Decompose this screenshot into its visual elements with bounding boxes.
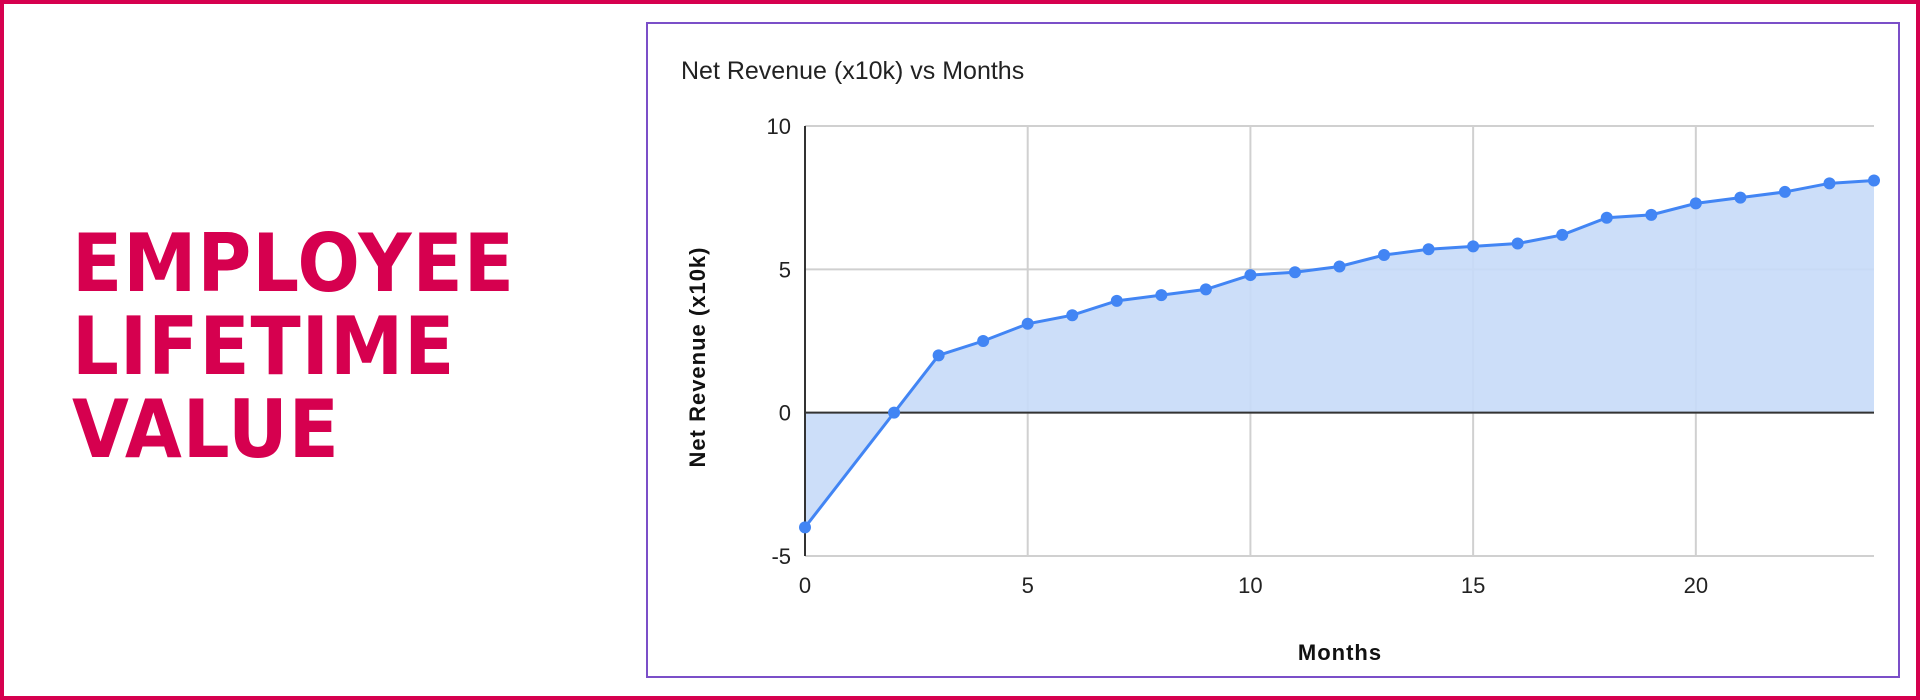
x-tick-label: 0 — [799, 573, 811, 598]
data-point — [1021, 317, 1034, 330]
data-point — [1778, 185, 1791, 198]
x-axis-ticks: 0 5 10 15 20 — [799, 573, 1708, 598]
data-point — [1199, 283, 1212, 296]
x-tick-label: 10 — [1238, 573, 1262, 598]
data-point — [1511, 237, 1524, 250]
y-tick-label: 10 — [767, 114, 791, 139]
y-axis-ticks: 10 5 0 -5 — [767, 114, 791, 569]
data-point — [888, 406, 901, 419]
x-tick-label: 20 — [1684, 573, 1708, 598]
headline-title: EMPLOYEE LIFETIME VALUE — [72, 222, 515, 471]
y-tick-label: -5 — [771, 544, 791, 569]
y-tick-label: 0 — [779, 401, 791, 426]
data-point — [799, 521, 811, 534]
x-axis-title: Months — [1298, 640, 1382, 665]
data-point — [1868, 174, 1880, 187]
data-point — [1556, 228, 1569, 241]
x-tick-label: 5 — [1022, 573, 1034, 598]
data-point — [932, 349, 945, 362]
y-tick-label: 5 — [779, 257, 791, 282]
data-points — [799, 174, 1880, 534]
headline-line-3: VALUE — [72, 383, 340, 476]
data-point — [1244, 269, 1257, 282]
data-point — [1110, 294, 1123, 307]
series-line — [803, 178, 1875, 529]
data-point — [1333, 260, 1346, 273]
data-point — [1066, 309, 1079, 322]
data-point — [1600, 211, 1613, 224]
data-point — [1689, 197, 1702, 210]
data-point — [1288, 266, 1301, 279]
data-point — [1378, 249, 1391, 261]
data-point — [1823, 177, 1836, 190]
x-tick-label: 15 — [1461, 573, 1485, 598]
data-point — [1467, 240, 1480, 253]
area-fill — [805, 180, 1874, 528]
headline-line-2: LIFETIME — [72, 300, 456, 393]
data-point — [977, 335, 990, 347]
y-axis-title: Net Revenue (x10k) — [685, 247, 710, 468]
data-point — [1645, 208, 1658, 221]
chart-title: Net Revenue (x10k) vs Months — [681, 57, 1025, 85]
data-point — [1734, 191, 1747, 204]
headline-line-1: EMPLOYEE — [72, 217, 515, 310]
data-point — [1155, 289, 1168, 302]
data-point — [1422, 243, 1435, 256]
